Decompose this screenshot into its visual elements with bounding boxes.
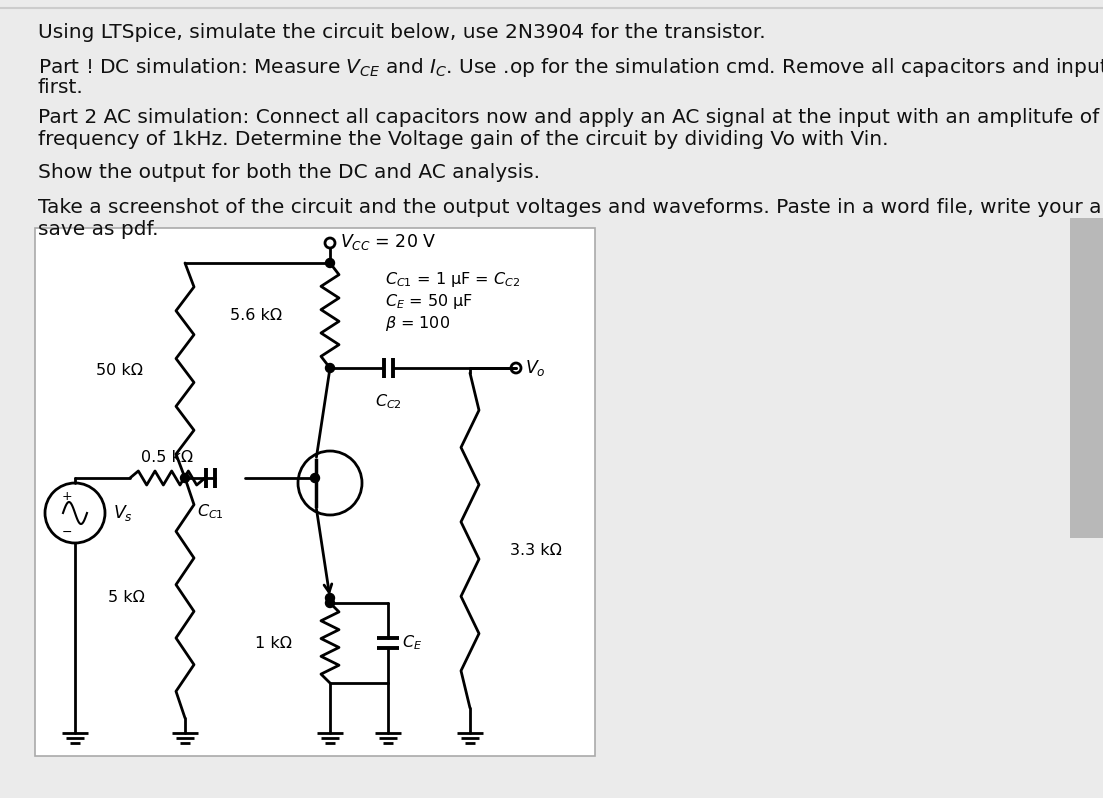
Text: $V_o$: $V_o$ [525, 358, 546, 378]
Text: −: − [62, 526, 73, 539]
Circle shape [325, 598, 334, 607]
Text: $V_{CC}$ = 20 V: $V_{CC}$ = 20 V [340, 232, 437, 252]
Text: $\beta$ = 100: $\beta$ = 100 [385, 314, 450, 333]
Text: frequency of 1kHz. Determine the Voltage gain of the circuit by dividing Vo with: frequency of 1kHz. Determine the Voltage… [38, 130, 889, 149]
FancyBboxPatch shape [35, 228, 595, 756]
Circle shape [325, 594, 334, 602]
Text: Using LTSpice, simulate the circuit below, use 2N3904 for the transistor.: Using LTSpice, simulate the circuit belo… [38, 23, 765, 42]
Text: +: + [62, 489, 73, 503]
Text: save as pdf.: save as pdf. [38, 220, 159, 239]
Circle shape [181, 473, 190, 483]
Circle shape [325, 364, 334, 373]
Text: first.: first. [38, 78, 84, 97]
Text: Part 2 AC simulation: Connect all capacitors now and apply an AC signal at the i: Part 2 AC simulation: Connect all capaci… [38, 108, 1103, 127]
FancyBboxPatch shape [1070, 218, 1103, 538]
Text: Show the output for both the DC and AC analysis.: Show the output for both the DC and AC a… [38, 163, 540, 182]
Text: $C_E$: $C_E$ [401, 634, 422, 652]
Text: 50 kΩ: 50 kΩ [96, 363, 143, 378]
Text: 3.3 kΩ: 3.3 kΩ [510, 543, 561, 558]
Text: 5 kΩ: 5 kΩ [108, 591, 144, 606]
Text: 0.5 kΩ: 0.5 kΩ [141, 451, 193, 465]
Text: $C_{C2}$: $C_{C2}$ [375, 392, 401, 411]
Text: $C_{C1}$ = 1 μF = $C_{C2}$: $C_{C1}$ = 1 μF = $C_{C2}$ [385, 270, 521, 289]
Text: $V_s$: $V_s$ [113, 503, 133, 523]
Text: Part ! DC simulation: Measure $V_{CE}$ and $I_C$. Use .op for the simulation cmd: Part ! DC simulation: Measure $V_{CE}$ a… [38, 56, 1103, 79]
Text: $C_E$ = 50 μF: $C_E$ = 50 μF [385, 292, 473, 311]
Text: $C_{C1}$: $C_{C1}$ [196, 502, 224, 521]
Circle shape [325, 259, 334, 267]
Text: 1 kΩ: 1 kΩ [255, 635, 292, 650]
Circle shape [311, 473, 320, 483]
Text: 5.6 kΩ: 5.6 kΩ [229, 308, 282, 323]
Text: Take a screenshot of the circuit and the output voltages and waveforms. Paste in: Take a screenshot of the circuit and the… [38, 198, 1103, 217]
